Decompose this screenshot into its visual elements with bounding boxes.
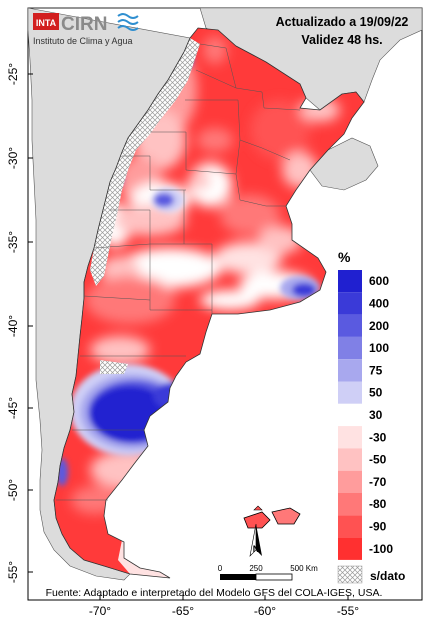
legend-label: -100: [369, 542, 393, 556]
lon-tick-label: -70°: [89, 604, 111, 618]
legend-label: 400: [369, 296, 389, 310]
province-borders: [56, 43, 301, 501]
scale-end: 500 Km: [290, 564, 318, 573]
nodata-label: s/dato: [370, 569, 405, 583]
lat-tick-label: -25°: [6, 63, 20, 85]
legend-swatch: [338, 426, 362, 449]
lat-tick-label: -35°: [6, 231, 20, 253]
source-note: Fuente: Adaptado e interpretado del Mode…: [46, 587, 383, 599]
legend-swatch: [338, 448, 362, 471]
legend-swatch: [338, 336, 362, 360]
legend-swatch: [338, 270, 362, 293]
inta-logo-text: INTA: [36, 18, 57, 28]
legend-label: 200: [369, 319, 389, 333]
lon-tick-label: -55°: [337, 604, 359, 618]
north-label: N: [253, 544, 260, 554]
validity-text: Validez 48 hs.: [301, 33, 382, 47]
legend-label: -70: [369, 475, 387, 489]
lat-tick-label: -50°: [6, 479, 20, 501]
legend: % 600400200100755030-30-50-70-80-90-100 …: [337, 249, 405, 584]
scale-bar: 0 250 500 Km: [218, 564, 318, 581]
inta-logo: INTA: [33, 13, 59, 30]
legend-label: 50: [369, 386, 383, 400]
legend-label: -80: [369, 497, 387, 511]
legend-swatch: [338, 359, 362, 382]
legend-swatch: [338, 470, 362, 493]
legend-swatch: [338, 403, 362, 427]
scale-mid: 250: [249, 564, 263, 573]
legend-label: 600: [369, 274, 389, 288]
legend-swatch: [338, 515, 362, 538]
lat-tick-label: -40°: [6, 315, 20, 337]
cirn-logo: CIRN: [61, 14, 107, 35]
updated-date: Actualizado a 19/09/22: [276, 15, 409, 29]
nodata-swatch: [337, 565, 363, 584]
legend-swatch: [338, 381, 362, 404]
legend-unit: %: [338, 249, 351, 265]
uruguay-land: [309, 137, 379, 191]
legend-swatch: [338, 537, 362, 560]
legend-swatch: [338, 292, 362, 315]
legend-label: 75: [369, 363, 383, 377]
legend-swatch: [338, 314, 362, 337]
institute-name: Instituto de Clima y Agua: [33, 36, 133, 46]
lat-tick-marks: [28, 73, 349, 600]
legend-label: -50: [369, 453, 387, 467]
malvinas-islands: [243, 505, 301, 529]
legend-label: 30: [369, 408, 383, 422]
legend-label: -90: [369, 519, 387, 533]
legend-swatch: [338, 493, 362, 516]
scale-zero: 0: [218, 564, 223, 573]
waves-icon: [117, 13, 139, 31]
lon-tick-label: -60°: [254, 604, 276, 618]
lat-tick-label: -55°: [6, 561, 20, 583]
legend-label: -30: [369, 430, 387, 444]
north-arrow-icon: N: [249, 523, 262, 557]
lon-tick-label: -65°: [172, 604, 194, 618]
legend-label: 100: [369, 341, 389, 355]
lat-tick-label: -30°: [6, 147, 20, 169]
lat-tick-label: -45°: [6, 397, 20, 419]
